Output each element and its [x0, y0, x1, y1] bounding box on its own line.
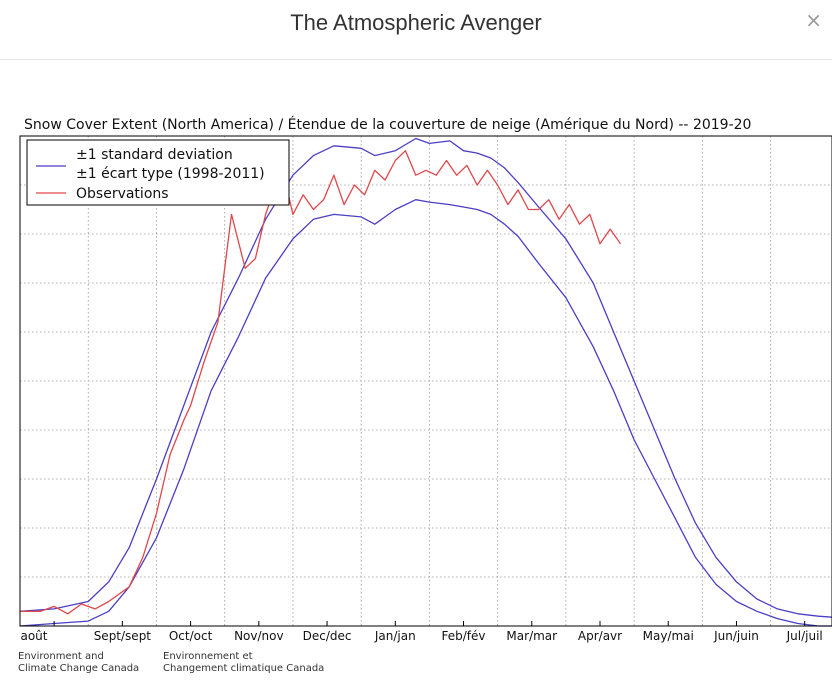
legend: ±1 standard deviation ±1 écart type (199… — [26, 139, 290, 206]
close-icon[interactable]: × — [805, 8, 822, 32]
grid-lines — [20, 136, 832, 626]
x-tick-label: août — [20, 629, 47, 643]
x-tick-label: Sept/sept — [94, 629, 152, 643]
modal-header: The Atmospheric Avenger × — [0, 0, 832, 60]
legend-label-obs: Observations — [76, 186, 169, 202]
chart-title: Snow Cover Extent (North America) / Éten… — [24, 116, 751, 133]
footer-credits: Environment and Climate Change Canada En… — [18, 651, 324, 674]
x-tick-label: Dec/dec — [303, 629, 352, 643]
series-line-observations — [20, 150, 622, 615]
agency-en-line1: Environment and — [18, 651, 104, 662]
plot-frame — [19, 135, 832, 627]
x-tick-label: Jun/juin — [713, 629, 759, 643]
series-line-lower — [19, 199, 832, 627]
series-lines — [19, 137, 832, 627]
x-tick-label: Mar/mar — [506, 629, 557, 643]
page-title: The Atmospheric Avenger — [290, 10, 542, 35]
x-tick-label: Jul/juil — [786, 629, 823, 643]
legend-label-std-en: ±1 standard deviation — [76, 147, 233, 163]
agency-fr-line2: Changement climatique Canada — [163, 663, 324, 674]
legend-label-std-fr: ±1 écart type (1998-2011) — [76, 166, 265, 182]
series-line-upper — [19, 137, 832, 618]
snow-cover-chart: Snow Cover Extent (North America) / Éten… — [0, 61, 832, 684]
x-tick-label: Nov/nov — [234, 629, 284, 643]
x-axis: août Sept/sept Oct/oct Nov/nov Dec/dec Jan/ja… — [20, 621, 823, 643]
x-tick-label: Apr/avr — [578, 629, 622, 643]
x-tick-label: May/mai — [643, 629, 694, 643]
legend-box — [26, 139, 290, 206]
x-tick-label: Jan/jan — [374, 629, 416, 643]
agency-en-line2: Climate Change Canada — [18, 663, 139, 674]
agency-fr-line1: Environnement et — [163, 651, 253, 662]
x-tick-label: Oct/oct — [169, 629, 213, 643]
chart-image: Snow Cover Extent (North America) / Éten… — [0, 61, 832, 684]
x-tick-label: Feb/fév — [442, 629, 486, 643]
